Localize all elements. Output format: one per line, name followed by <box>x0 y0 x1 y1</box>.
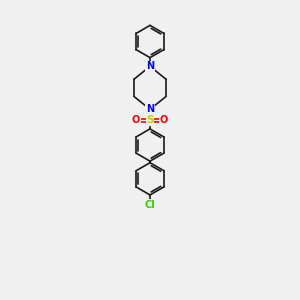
Text: Cl: Cl <box>145 200 155 210</box>
Text: N: N <box>146 104 154 114</box>
Text: O: O <box>160 115 168 125</box>
Text: S: S <box>146 115 154 125</box>
Text: N: N <box>146 61 154 71</box>
Text: O: O <box>132 115 140 125</box>
